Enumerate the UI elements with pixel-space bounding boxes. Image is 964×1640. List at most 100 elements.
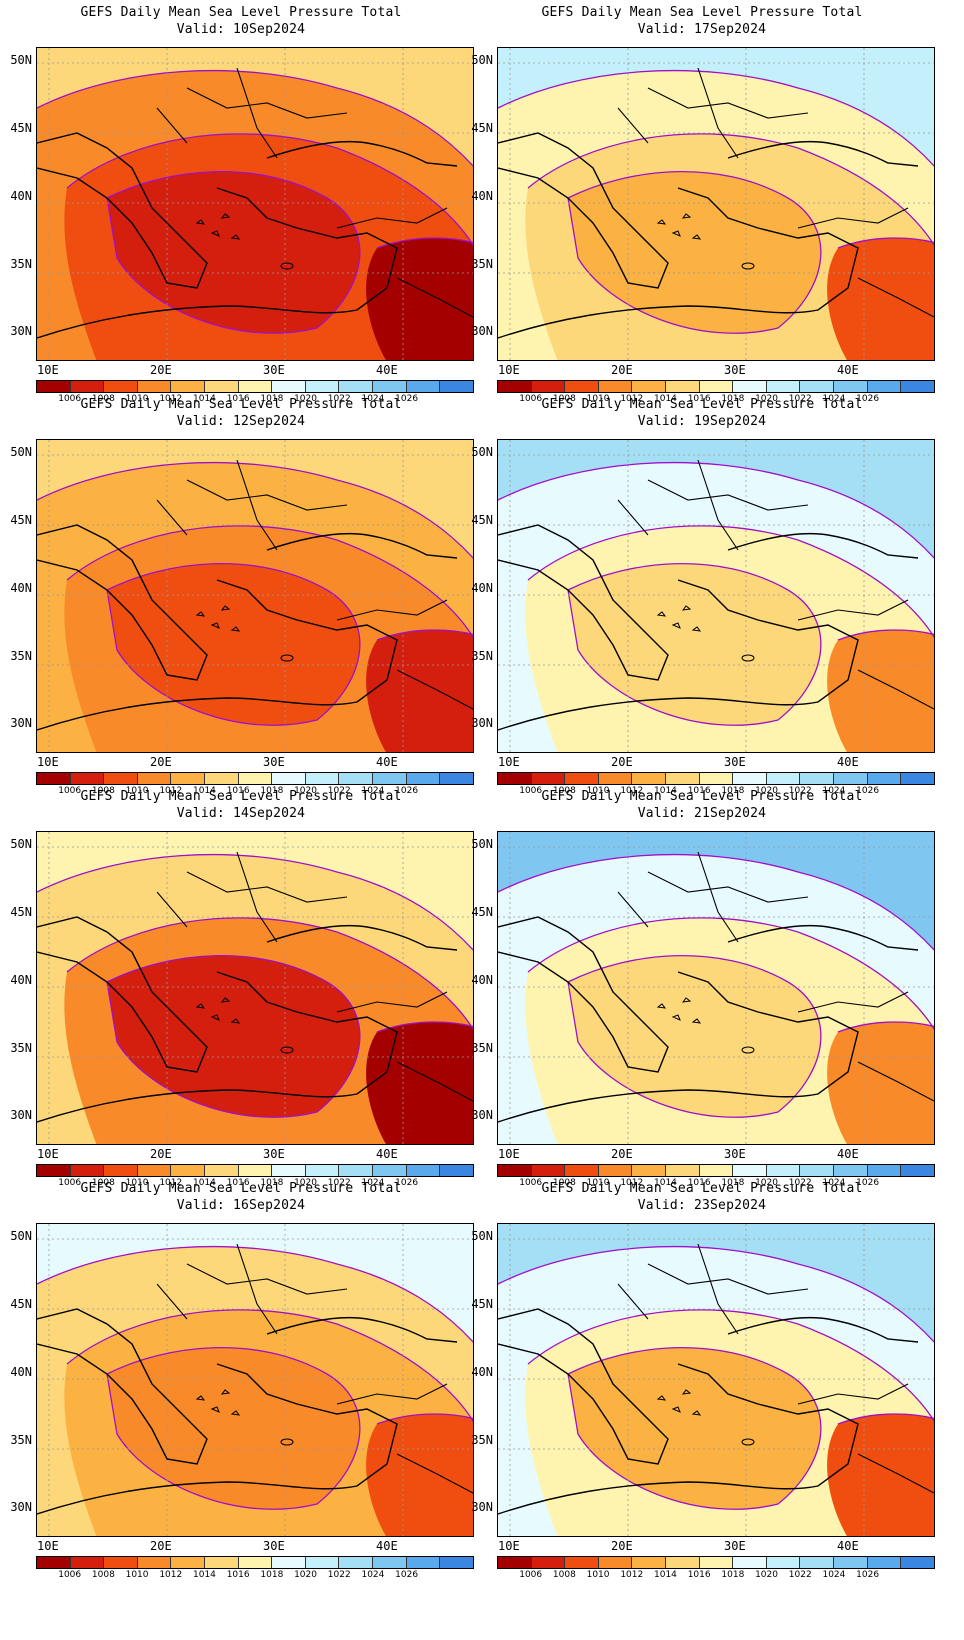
colorbar-swatch xyxy=(699,1557,734,1568)
pressure-map xyxy=(497,47,935,361)
colorbar-swatch xyxy=(867,1165,902,1176)
colorbar-swatch xyxy=(440,1557,473,1568)
colorbar-swatch xyxy=(171,381,206,392)
colorbar-label: 1010 xyxy=(586,786,610,796)
longitude-label: 10E xyxy=(37,363,59,377)
colorbar-swatch xyxy=(834,1557,868,1568)
colorbar-swatch xyxy=(632,1557,667,1568)
colorbar-swatch xyxy=(440,1165,473,1176)
colorbar-swatch xyxy=(373,1557,407,1568)
colorbar-swatch xyxy=(137,1165,172,1176)
longitude-label: 40E xyxy=(837,363,859,377)
colorbar-label: 1010 xyxy=(586,1570,610,1580)
colorbar-label: 1008 xyxy=(552,1570,576,1580)
colorbar-label: 1022 xyxy=(788,1178,812,1188)
colorbar-swatch xyxy=(699,381,734,392)
latitude-label: 45N xyxy=(10,121,32,135)
latitude-label: 40N xyxy=(10,1365,32,1379)
colorbar-label: 1018 xyxy=(260,786,284,796)
longitude-label: 10E xyxy=(37,755,59,769)
colorbar-label: 1020 xyxy=(294,1178,317,1188)
colorbar-swatch xyxy=(406,381,441,392)
colorbar-swatch xyxy=(440,381,473,392)
latitude-label: 30N xyxy=(471,324,493,338)
panel-valid-date: Valid: 14Sep2024 xyxy=(176,806,306,821)
colorbar-swatch xyxy=(104,773,138,784)
colorbar-label: 1014 xyxy=(193,1178,216,1188)
pressure-map-panel: GEFS Daily Mean Sea Level Pressure Total… xyxy=(0,392,482,802)
colorbar-label: 1018 xyxy=(260,1570,284,1580)
colorbar-label: 1016 xyxy=(687,1178,711,1188)
colorbar xyxy=(497,772,935,785)
colorbar-swatch xyxy=(339,1557,374,1568)
colorbar-label: 1012 xyxy=(620,1570,644,1580)
latitude-label: 50N xyxy=(471,445,493,459)
longitude-label: 40E xyxy=(837,1539,859,1553)
colorbar-label: 1026 xyxy=(395,1178,419,1188)
colorbar-swatch xyxy=(406,773,441,784)
colorbar-swatch xyxy=(37,1557,71,1568)
colorbar-swatch xyxy=(137,1557,172,1568)
colorbar-swatch xyxy=(565,773,599,784)
colorbar xyxy=(36,1164,474,1177)
colorbar xyxy=(497,1556,935,1569)
longitude-label: 30E xyxy=(263,1539,285,1553)
colorbar-swatch xyxy=(800,1165,835,1176)
latitude-label: 35N xyxy=(10,1433,32,1447)
colorbar-swatch xyxy=(305,381,340,392)
colorbar-swatch xyxy=(834,1165,868,1176)
longitude-label: 20E xyxy=(611,1539,633,1553)
longitude-label: 10E xyxy=(498,1539,520,1553)
colorbar-swatch xyxy=(171,1557,206,1568)
latitude-label: 40N xyxy=(471,581,493,595)
colorbar-swatch xyxy=(565,1557,599,1568)
latitude-label: 35N xyxy=(471,257,493,271)
latitude-label: 35N xyxy=(10,1041,32,1055)
colorbar-label: 1016 xyxy=(687,1570,711,1580)
colorbar-label: 1026 xyxy=(856,1570,880,1580)
colorbar-swatch xyxy=(70,1557,105,1568)
colorbar-label: 1022 xyxy=(327,1570,351,1580)
colorbar-label: 1010 xyxy=(586,394,610,404)
colorbar-label: 1020 xyxy=(294,1570,317,1580)
colorbar-label: 1006 xyxy=(519,786,543,796)
colorbar-swatch xyxy=(565,1165,599,1176)
colorbar-swatch xyxy=(104,1557,138,1568)
colorbar-label: 1022 xyxy=(788,1570,812,1580)
longitude-label: 30E xyxy=(263,363,285,377)
colorbar-label: 1016 xyxy=(687,394,711,404)
colorbar-swatch xyxy=(70,1165,105,1176)
colorbar-label: 1018 xyxy=(260,394,284,404)
colorbar-swatch xyxy=(531,773,566,784)
colorbar-swatch xyxy=(272,1557,306,1568)
colorbar-label: 1016 xyxy=(226,1178,250,1188)
pressure-map xyxy=(36,831,474,1145)
pressure-map-panel: GEFS Daily Mean Sea Level Pressure Total… xyxy=(461,784,943,1194)
longitude-label: 20E xyxy=(611,1147,633,1161)
latitude-label: 50N xyxy=(10,445,32,459)
latitude-label: 35N xyxy=(10,257,32,271)
latitude-label: 50N xyxy=(10,53,32,67)
colorbar-label: 1010 xyxy=(125,394,149,404)
colorbar-swatch xyxy=(867,773,902,784)
colorbar-swatch xyxy=(70,773,105,784)
colorbar-swatch xyxy=(666,381,700,392)
latitude-label: 45N xyxy=(10,1297,32,1311)
colorbar-swatch xyxy=(137,773,172,784)
colorbar-label: 1026 xyxy=(856,786,880,796)
colorbar xyxy=(36,380,474,393)
latitude-label: 45N xyxy=(471,121,493,135)
latitude-label: 50N xyxy=(10,837,32,851)
colorbar-label: 1006 xyxy=(519,1178,543,1188)
colorbar-swatch xyxy=(766,1165,801,1176)
colorbar-swatch xyxy=(598,773,633,784)
colorbar-label: 1020 xyxy=(294,786,317,796)
colorbar-label: 1020 xyxy=(755,1178,778,1188)
latitude-label: 40N xyxy=(10,189,32,203)
colorbar-swatch xyxy=(440,773,473,784)
longitude-label: 40E xyxy=(376,1539,398,1553)
colorbar-swatch xyxy=(37,773,71,784)
colorbar-swatch xyxy=(598,1165,633,1176)
longitude-label: 10E xyxy=(37,1147,59,1161)
colorbar-swatch xyxy=(901,1165,934,1176)
